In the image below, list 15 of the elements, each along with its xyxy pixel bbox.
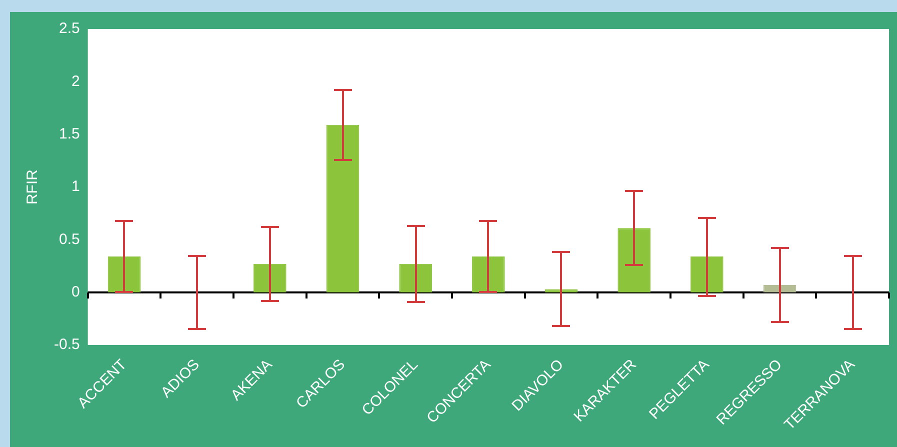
bar [399,264,432,292]
y-axis-title: RFIR [24,169,42,205]
bar [690,256,724,292]
y-tick-label: 1.5 [58,125,80,142]
bar [472,256,505,292]
y-tick-label: 1 [72,178,80,196]
y-tick-label: 2.5 [58,20,80,38]
y-tick-label: 0 [72,284,80,301]
bar [326,124,360,292]
bar [108,256,141,292]
y-tick-label: -0.5 [54,336,80,354]
y-tick-label: 0.5 [58,230,80,248]
y-tick-label: 2 [72,72,80,90]
bar [618,228,650,292]
bar [254,264,286,292]
